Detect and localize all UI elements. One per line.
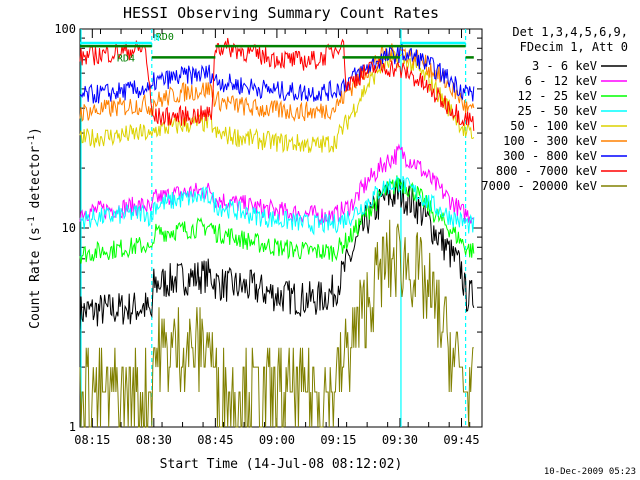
reference-line-label: N <box>154 33 160 44</box>
x-tick-label: 09:15 <box>320 433 356 447</box>
legend-item-label: 25 - 50 keV <box>518 104 597 118</box>
series-line <box>79 219 474 428</box>
legend-header-line-1: Det 1,3,4,5,6,9, <box>512 25 628 39</box>
legend-item-label: 3 - 6 keV <box>532 59 597 73</box>
reference-line-label: RD4 <box>117 53 135 64</box>
legend-item-label: 100 - 300 keV <box>503 134 597 148</box>
series-line <box>79 43 475 104</box>
y-tick-label: 1 <box>69 420 76 434</box>
y-axis-label-exp2: -1 <box>27 135 37 146</box>
x-tick-label: 09:45 <box>443 433 479 447</box>
x-tick-label: 08:30 <box>136 433 172 447</box>
y-tick-label: 100 <box>54 22 76 36</box>
legend-item-label: 12 - 25 keV <box>518 89 597 103</box>
series-layer <box>79 37 475 428</box>
y-axis-label: Count Rate (s-1 detector-1) <box>27 127 43 329</box>
x-tick-label: 09:30 <box>382 433 418 447</box>
x-axis-label: Start Time (14-Jul-08 08:12:02) <box>160 457 403 472</box>
legend-header-line-2: FDecim 1, Att 0 <box>520 40 628 54</box>
series-line <box>79 49 475 154</box>
y-axis-label-end: ) <box>28 127 43 135</box>
reference-line-label: RD0 <box>156 32 174 43</box>
y-axis-label-base: Count Rate (s <box>28 227 43 329</box>
axes-layer: 1 10 100 08:15 08:30 08:45 09:00 09:15 09:30 09:4… <box>54 22 482 447</box>
y-tick-label: 10 <box>62 221 76 235</box>
legend-item-label: 300 - 800 keV <box>503 149 597 163</box>
legend-item-label: 50 - 100 keV <box>510 119 597 133</box>
series-line <box>79 175 475 236</box>
series-line <box>79 37 475 131</box>
reference-lines-layer: RD0 RD4 N <box>80 32 474 64</box>
legend-item-label: 6 - 12 keV <box>525 74 597 88</box>
x-tick-label: 08:15 <box>74 433 110 447</box>
series-line <box>79 143 475 226</box>
legend-item-label: 800 - 7000 keV <box>496 164 597 178</box>
x-tick-label: 09:00 <box>259 433 295 447</box>
series-line <box>79 175 475 264</box>
chart-title: HESSI Observing Summary Count Rates <box>123 4 439 22</box>
series-line <box>79 179 475 330</box>
y-axis-label-exp1: -1 <box>27 216 37 227</box>
y-axis-label-mid: detector <box>28 146 43 217</box>
x-tick-label: 08:45 <box>197 433 233 447</box>
legend-item-label: 7000 - 20000 keV <box>481 179 597 193</box>
footer-timestamp: 10-Dec-2009 05:23 <box>544 467 636 477</box>
